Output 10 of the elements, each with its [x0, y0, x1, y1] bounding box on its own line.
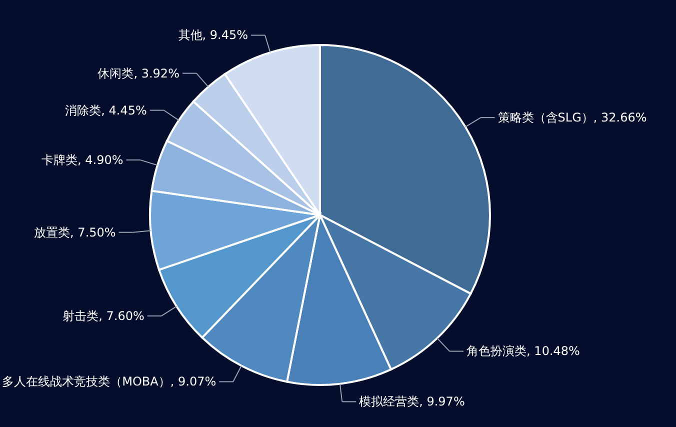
slice-label: 放置类, 7.50% [34, 225, 116, 240]
slice-label: 模拟经营类, 9.97% [359, 394, 465, 409]
slice-label: 卡牌类, 4.90% [41, 152, 124, 167]
slice-label: 射击类, 7.60% [62, 308, 144, 323]
slice-label: 策略类（含SLG）, 32.66% [498, 110, 647, 125]
slice-label: 角色扮演类, 10.48% [466, 344, 580, 358]
slice-label: 休闲类, 3.92% [98, 66, 180, 80]
slice-label: 消除类, 4.45% [65, 103, 147, 118]
slice-label: 多人在线战术竞技类（MOBA）, 9.07% [2, 374, 216, 389]
slice-label: 其他, 9.45% [178, 28, 248, 42]
